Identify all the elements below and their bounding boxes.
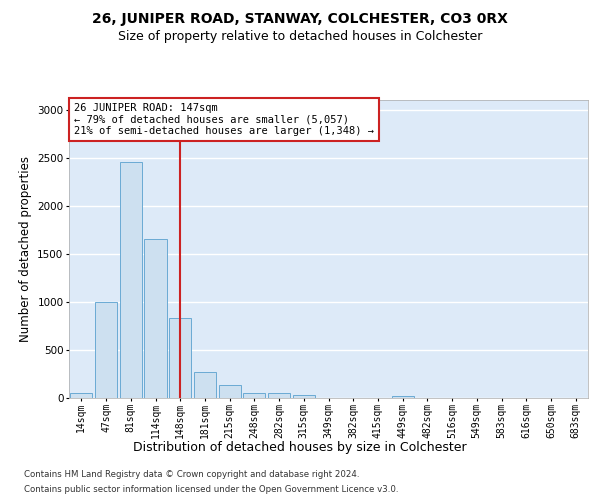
- Bar: [119, 162, 142, 398]
- Text: Contains public sector information licensed under the Open Government Licence v3: Contains public sector information licen…: [24, 485, 398, 494]
- Text: Size of property relative to detached houses in Colchester: Size of property relative to detached ho…: [118, 30, 482, 43]
- Bar: [145, 239, 167, 398]
- Bar: [392, 396, 414, 398]
- Bar: [169, 318, 191, 398]
- Text: Contains HM Land Registry data © Crown copyright and database right 2024.: Contains HM Land Registry data © Crown c…: [24, 470, 359, 479]
- Bar: [268, 393, 290, 398]
- Text: 26 JUNIPER ROAD: 147sqm
← 79% of detached houses are smaller (5,057)
21% of semi: 26 JUNIPER ROAD: 147sqm ← 79% of detache…: [74, 103, 374, 136]
- Bar: [70, 392, 92, 398]
- Text: 26, JUNIPER ROAD, STANWAY, COLCHESTER, CO3 0RX: 26, JUNIPER ROAD, STANWAY, COLCHESTER, C…: [92, 12, 508, 26]
- Bar: [293, 394, 315, 398]
- Bar: [243, 393, 265, 398]
- Bar: [218, 385, 241, 398]
- Bar: [95, 302, 117, 398]
- Y-axis label: Number of detached properties: Number of detached properties: [19, 156, 32, 342]
- Bar: [194, 372, 216, 398]
- Text: Distribution of detached houses by size in Colchester: Distribution of detached houses by size …: [133, 441, 467, 454]
